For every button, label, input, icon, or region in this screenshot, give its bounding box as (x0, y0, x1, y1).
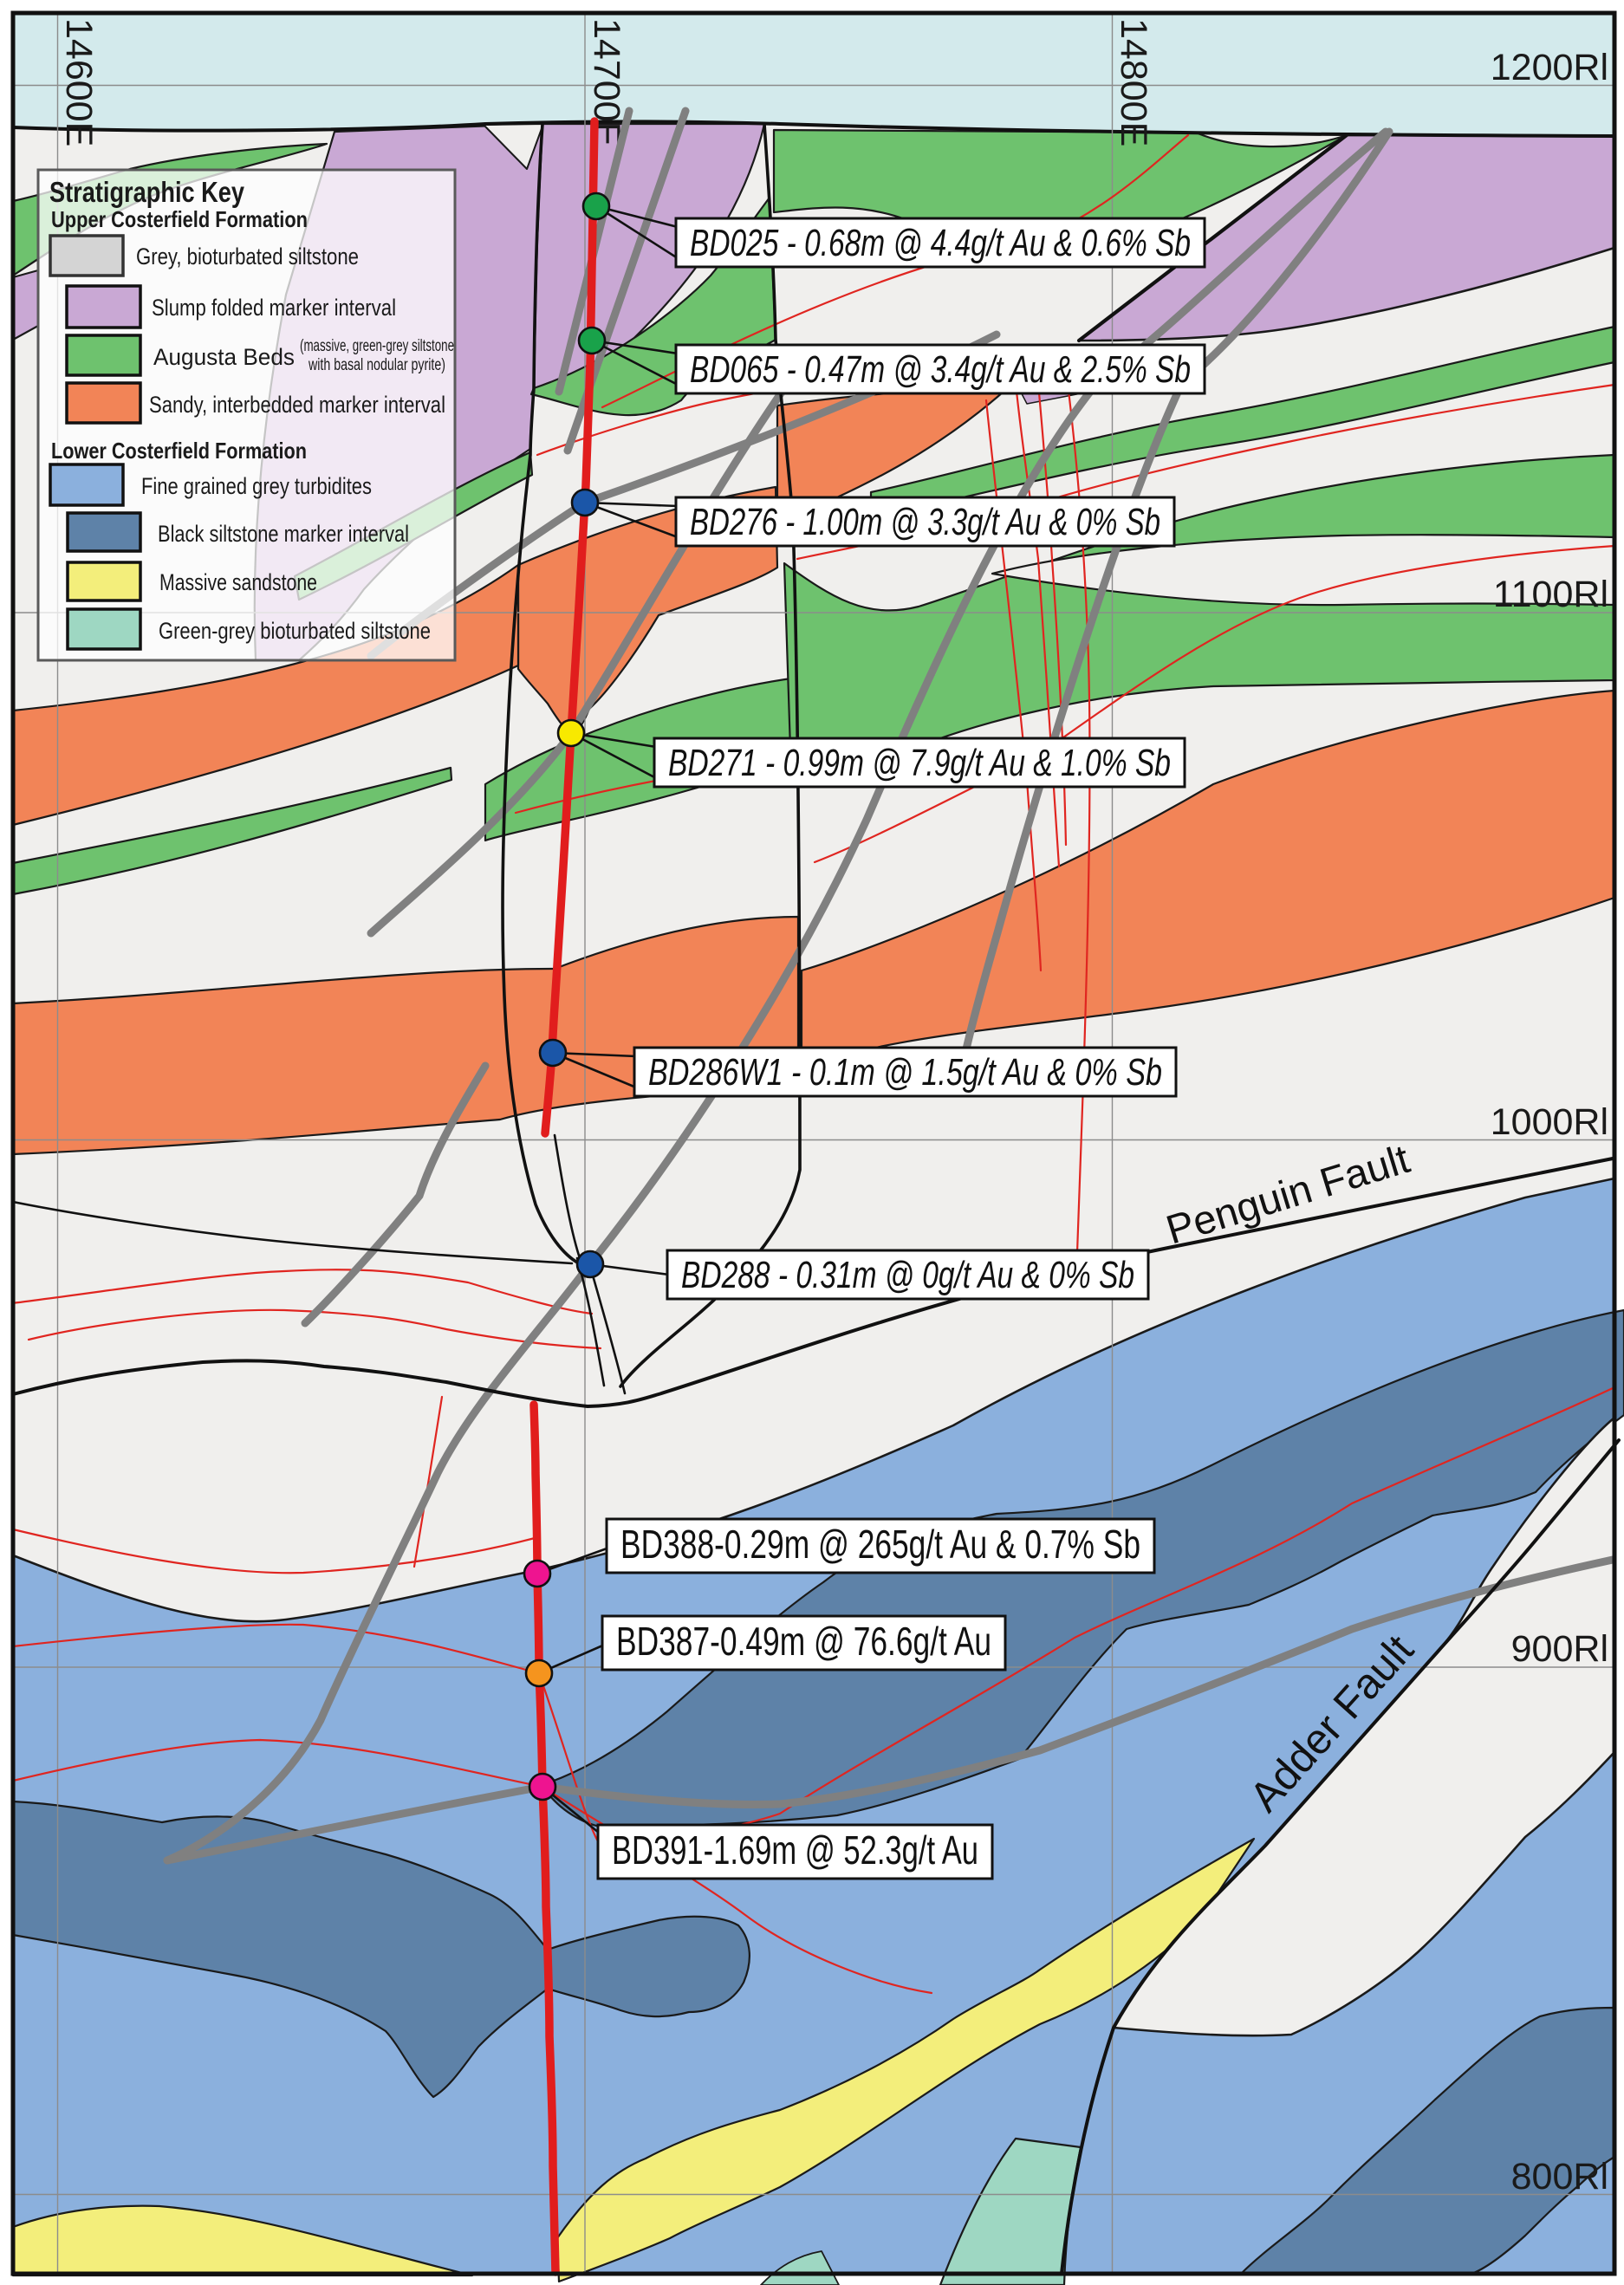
svg-text:Lower Costerfield Formation: Lower Costerfield Formation (51, 438, 307, 464)
svg-text:BD025 - 0.68m @ 4.4g/t Au & 0.: BD025 - 0.68m @ 4.4g/t Au & 0.6% Sb (690, 222, 1191, 264)
svg-text:BD065 - 0.47m @ 3.4g/t Au & 2.: BD065 - 0.47m @ 3.4g/t Au & 2.5% Sb (690, 348, 1191, 391)
svg-text:1100Rl: 1100Rl (1493, 574, 1608, 615)
svg-text:800Rl: 800Rl (1511, 2156, 1608, 2197)
svg-text:BD391-1.69m @ 52.3g/t Au: BD391-1.69m @ 52.3g/t Au (612, 1827, 978, 1873)
svg-text:(massive, green-grey siltstone: (massive, green-grey siltstone (300, 337, 454, 355)
svg-text:1000Rl: 1000Rl (1491, 1101, 1608, 1143)
svg-text:BD387-0.49m @ 76.6g/t Au: BD387-0.49m @ 76.6g/t Au (616, 1619, 991, 1664)
svg-text:Grey, bioturbated siltstone: Grey, bioturbated siltstone (136, 243, 359, 269)
svg-text:14800E: 14800E (1113, 18, 1154, 146)
svg-text:Stratigraphic Key: Stratigraphic Key (49, 176, 245, 208)
svg-text:BD271 - 0.99m @ 7.9g/t Au & 1.: BD271 - 0.99m @ 7.9g/t Au & 1.0% Sb (668, 742, 1171, 784)
svg-text:Black siltstone marker interva: Black siltstone marker interval (158, 521, 409, 547)
svg-text:Upper Costerfield Formation: Upper Costerfield Formation (51, 206, 308, 232)
svg-text:Massive sandstone: Massive sandstone (159, 569, 317, 595)
svg-text:BD288 - 0.31m @ 0g/t Au & 0% S: BD288 - 0.31m @ 0g/t Au & 0% Sb (681, 1254, 1134, 1296)
svg-text:with basal nodular pyrite): with basal nodular pyrite) (308, 356, 445, 374)
svg-text:BD276 - 1.00m @ 3.3g/t Au & 0%: BD276 - 1.00m @ 3.3g/t Au & 0% Sb (690, 501, 1160, 543)
svg-text:Slump folded marker interval: Slump folded marker interval (152, 295, 396, 321)
svg-text:900Rl: 900Rl (1511, 1628, 1608, 1670)
svg-text:Green-grey bioturbated siltsto: Green-grey bioturbated siltstone (159, 618, 431, 644)
svg-text:BD286W1 - 0.1m @ 1.5g/t Au & 0: BD286W1 - 0.1m @ 1.5g/t Au & 0% Sb (648, 1051, 1162, 1094)
svg-text:Augusta Beds: Augusta Beds (153, 344, 295, 370)
svg-text:BD388-0.29m @ 265g/t Au & 0.7%: BD388-0.29m @ 265g/t Au & 0.7% Sb (620, 1522, 1140, 1567)
svg-text:Fine grained grey turbidites: Fine grained grey turbidites (141, 473, 372, 499)
svg-text:Sandy, interbedded marker inte: Sandy, interbedded marker interval (149, 392, 445, 418)
svg-text:1200Rl: 1200Rl (1491, 47, 1608, 88)
svg-text:14600E: 14600E (58, 18, 100, 146)
